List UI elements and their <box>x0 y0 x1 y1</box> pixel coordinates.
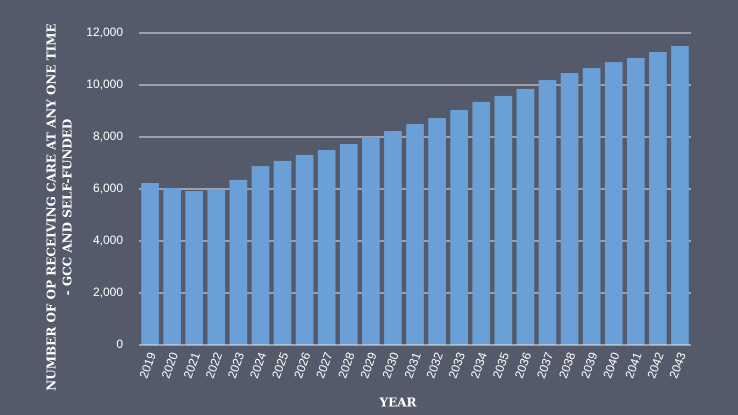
x-axis-title: YEAR <box>379 396 418 410</box>
bar <box>406 124 424 345</box>
bar <box>295 154 314 345</box>
y-tick-label: 2,000 <box>93 285 123 299</box>
bar <box>671 46 689 345</box>
bar <box>185 191 204 345</box>
y-tick-label: 6,000 <box>93 181 123 195</box>
bar <box>472 101 491 346</box>
bar <box>494 95 513 345</box>
bar <box>649 51 667 345</box>
bar <box>538 80 557 345</box>
bar <box>273 160 292 345</box>
bar <box>141 183 159 345</box>
bar <box>251 166 270 345</box>
bar <box>626 57 645 346</box>
y-tick-label: 0 <box>116 337 123 351</box>
bar <box>207 190 226 345</box>
bar <box>317 150 336 345</box>
y-tick-label: 8,000 <box>93 129 123 143</box>
bar <box>450 109 468 346</box>
bar <box>362 137 380 345</box>
bar <box>560 73 579 345</box>
y-axis-title: - GCC AND SELF-FUNDED <box>61 119 75 296</box>
bar <box>229 179 248 345</box>
bar <box>582 68 601 345</box>
bar <box>516 88 535 346</box>
bar <box>428 118 446 346</box>
bar <box>604 62 623 346</box>
y-tick-label: 4,000 <box>93 233 123 247</box>
bar <box>163 187 181 345</box>
bar <box>384 131 402 345</box>
y-tick-label: 12,000 <box>86 25 123 39</box>
bar <box>339 144 358 345</box>
y-tick-label: 10,000 <box>86 77 123 91</box>
y-axis-title: NUMBER OF OP RECEIVING CARE AT ANY ONE T… <box>45 23 59 390</box>
